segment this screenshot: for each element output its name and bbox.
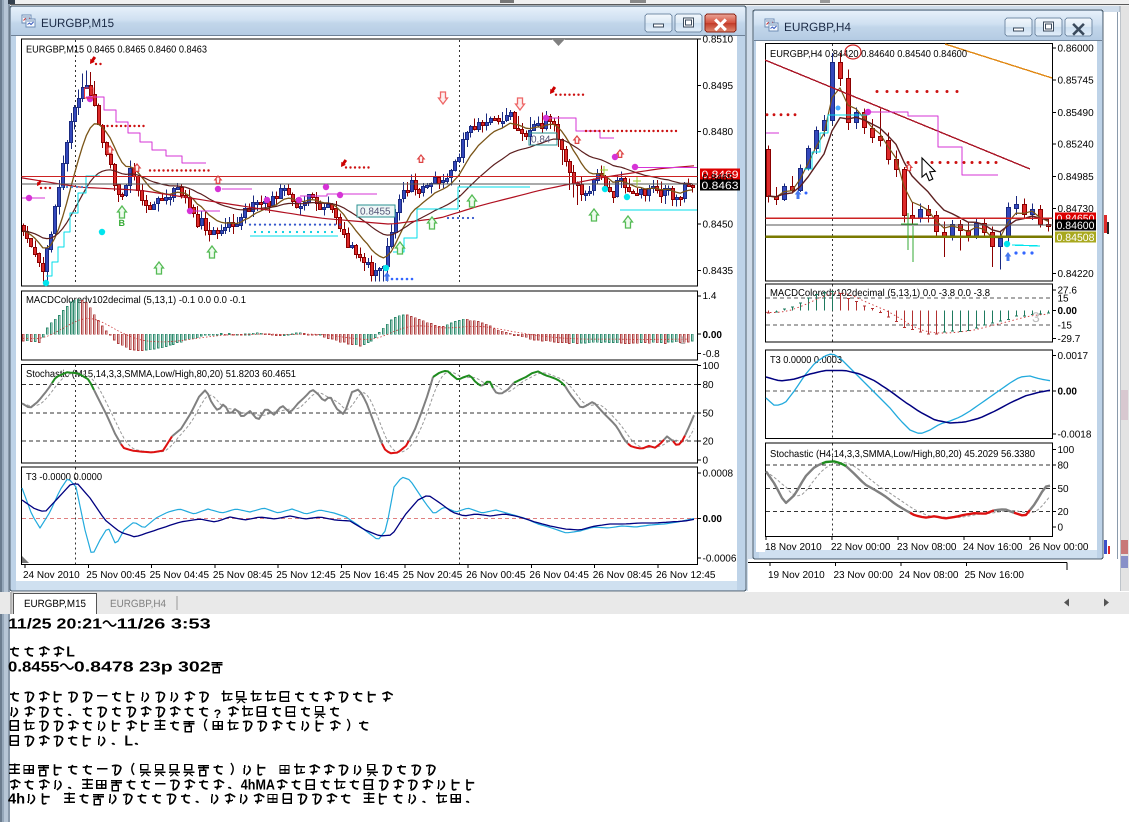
svg-text:19 Nov 2010: 19 Nov 2010 xyxy=(768,570,825,581)
svg-text:25 Nov 00:45: 25 Nov 00:45 xyxy=(86,570,146,581)
svg-text:22 Nov 00:00: 22 Nov 00:00 xyxy=(831,542,891,553)
svg-text:EURGBP,M15: EURGBP,M15 xyxy=(24,598,86,610)
svg-text:25 Nov 08:45: 25 Nov 08:45 xyxy=(213,570,273,581)
svg-text:0.8455: 0.8455 xyxy=(8,660,59,676)
svg-text:25 Nov 20:45: 25 Nov 20:45 xyxy=(403,570,463,581)
svg-text:-29.7: -29.7 xyxy=(1058,334,1081,345)
svg-text:24 Nov 08:00: 24 Nov 08:00 xyxy=(899,570,959,581)
svg-text:MACDColoredv102decimal (5,13,1: MACDColoredv102decimal (5,13,1) 0.0 -3.8… xyxy=(770,288,990,299)
svg-text:25 Nov 16:45: 25 Nov 16:45 xyxy=(340,570,400,581)
svg-text:L: L xyxy=(124,734,133,750)
svg-text:0.8435: 0.8435 xyxy=(703,266,734,277)
svg-text:4h: 4h xyxy=(8,792,25,808)
svg-text:0.84600: 0.84600 xyxy=(1057,220,1095,232)
svg-text:-15: -15 xyxy=(1058,321,1073,332)
svg-text:0.8480: 0.8480 xyxy=(703,127,734,138)
svg-text:3: 3 xyxy=(1032,309,1040,325)
svg-text:26 Nov 00:00: 26 Nov 00:00 xyxy=(1029,542,1089,553)
svg-text:0.8455: 0.8455 xyxy=(360,207,391,218)
svg-text:L: L xyxy=(66,645,75,661)
svg-text:0.85240: 0.85240 xyxy=(1058,140,1095,151)
svg-text:0.00: 0.00 xyxy=(1058,306,1078,317)
svg-text:0.84508: 0.84508 xyxy=(1057,232,1095,244)
svg-text:0.8463: 0.8463 xyxy=(702,180,739,192)
svg-text:26 Nov 08:45: 26 Nov 08:45 xyxy=(593,570,653,581)
svg-text:100: 100 xyxy=(1058,445,1075,456)
svg-text:50: 50 xyxy=(703,408,715,419)
svg-text:0.8450: 0.8450 xyxy=(703,220,734,231)
svg-text:0.0017: 0.0017 xyxy=(1058,351,1089,362)
svg-text:MACDColoredv102decimal (5,13,1: MACDColoredv102decimal (5,13,1) -0.1 0.0… xyxy=(26,295,246,306)
svg-text:23 Nov 00:00: 23 Nov 00:00 xyxy=(834,570,894,581)
svg-text:0.84985: 0.84985 xyxy=(1058,172,1095,183)
svg-text:0.86000: 0.86000 xyxy=(1058,43,1095,54)
svg-text:0.8478 23p 302: 0.8478 23p 302 xyxy=(74,660,211,676)
svg-text:24 Nov 2010: 24 Nov 2010 xyxy=(23,570,80,581)
svg-text:23 Nov 08:00: 23 Nov 08:00 xyxy=(897,542,957,553)
svg-text:EURGBP,M15 0.8465 0.8465 0.84: EURGBP,M15 0.8465 0.8465 0.8460 0.8463 xyxy=(26,45,207,56)
svg-text:26 Nov 12:45: 26 Nov 12:45 xyxy=(656,570,716,581)
svg-text:11/26 3:53: 11/26 3:53 xyxy=(117,617,211,633)
svg-text:0.00: 0.00 xyxy=(1058,387,1078,398)
svg-text:EURGBP,H4: EURGBP,H4 xyxy=(784,20,851,34)
svg-text:25 Nov 16:00: 25 Nov 16:00 xyxy=(965,570,1025,581)
svg-text:?: ? xyxy=(214,707,221,721)
svg-text:80: 80 xyxy=(703,380,715,391)
svg-text:EURGBP,M15: EURGBP,M15 xyxy=(41,16,114,30)
svg-text:0.8465: 0.8465 xyxy=(703,173,734,184)
svg-text:4hMA: 4hMA xyxy=(241,778,276,794)
svg-text:B: B xyxy=(119,218,126,228)
svg-text:Stochastic (M15,14,3,3,SMMA,Lo: Stochastic (M15,14,3,3,SMMA,Low/High,80,… xyxy=(26,369,296,380)
svg-text:27.6: 27.6 xyxy=(1058,286,1078,297)
svg-text:EURGBP,H4: EURGBP,H4 xyxy=(110,598,166,610)
svg-text:80: 80 xyxy=(1058,461,1070,472)
svg-text:0: 0 xyxy=(703,456,709,467)
svg-text:-1: -1 xyxy=(676,335,686,347)
svg-text:11/25 20:21: 11/25 20:21 xyxy=(8,617,102,633)
svg-text:100: 100 xyxy=(703,361,720,372)
svg-text:0.85490: 0.85490 xyxy=(1058,108,1095,119)
svg-text:EURGBP,H4 0.84420 0.84640 0.8: EURGBP,H4 0.84420 0.84640 0.84540 0.8460… xyxy=(770,49,967,60)
svg-text:26 Nov 04:45: 26 Nov 04:45 xyxy=(529,570,589,581)
svg-text:15: 15 xyxy=(1058,294,1070,305)
svg-text:25 Nov 04:45: 25 Nov 04:45 xyxy=(150,570,210,581)
svg-text:0.84220: 0.84220 xyxy=(1058,269,1095,280)
svg-text:24 Nov 16:00: 24 Nov 16:00 xyxy=(963,542,1023,553)
svg-text:50: 50 xyxy=(1058,484,1070,495)
svg-text:0.84: 0.84 xyxy=(531,135,551,146)
svg-text:T3 -0.0000 0.0000: T3 -0.0000 0.0000 xyxy=(26,472,102,483)
svg-text:20: 20 xyxy=(703,437,715,448)
svg-text:0.0008: 0.0008 xyxy=(703,469,734,480)
svg-text:Stochastic (H4,14,3,3,SMMA,Low: Stochastic (H4,14,3,3,SMMA,Low/High,80,2… xyxy=(770,449,1035,460)
svg-text:0.85745: 0.85745 xyxy=(1058,76,1095,87)
svg-text:-0.0018: -0.0018 xyxy=(1058,429,1092,440)
svg-text:0: 0 xyxy=(1058,523,1064,534)
svg-text:-0.8: -0.8 xyxy=(703,349,721,360)
svg-text:25 Nov 12:45: 25 Nov 12:45 xyxy=(276,570,336,581)
svg-text:18 Nov 2010: 18 Nov 2010 xyxy=(765,542,822,553)
svg-text:0.8469: 0.8469 xyxy=(702,169,739,181)
svg-text:T3 0.0000 0.0003: T3 0.0000 0.0003 xyxy=(770,355,842,366)
svg-text:0.84730: 0.84730 xyxy=(1058,204,1095,215)
svg-text:1.4: 1.4 xyxy=(703,291,717,302)
svg-text:0.8495: 0.8495 xyxy=(703,81,734,92)
svg-text:0.00: 0.00 xyxy=(703,330,723,341)
svg-text:26 Nov 00:45: 26 Nov 00:45 xyxy=(466,570,526,581)
svg-text:20: 20 xyxy=(1058,507,1070,518)
svg-text:0.00: 0.00 xyxy=(703,514,723,525)
svg-text:-0.0006: -0.0006 xyxy=(703,554,737,565)
svg-text:0.8510: 0.8510 xyxy=(703,35,734,46)
